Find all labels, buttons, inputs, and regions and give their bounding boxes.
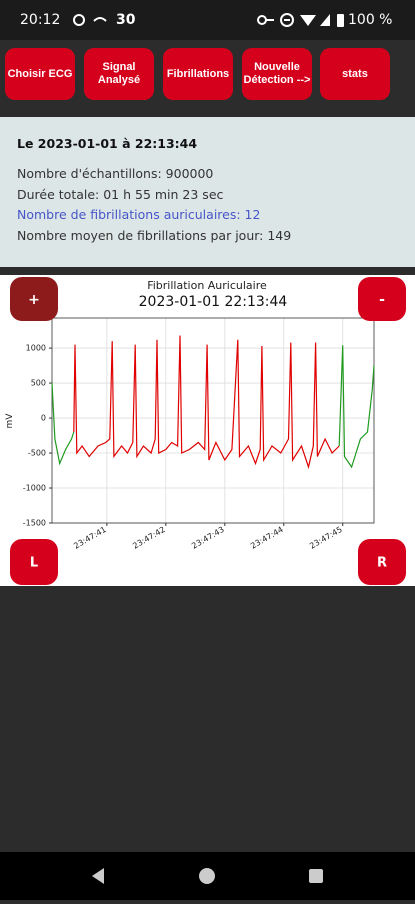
- new-detection-button[interactable]: Nouvelle Détection -->: [242, 48, 312, 100]
- chart-controls: + - L R: [10, 277, 406, 585]
- chart-subtitle: 2023-01-01 22:13:44: [139, 294, 288, 310]
- signal-button[interactable]: Signal Analysé: [84, 48, 154, 100]
- zoom-out-button[interactable]: [358, 277, 406, 321]
- plot-frame: [51, 317, 375, 524]
- info-line: Durée totale: 01 h 55 min 23 sec: [17, 187, 224, 202]
- chart: Fibrillation Auriculaire 2023-01-01 22:1…: [5, 279, 375, 551]
- y-axis-label: mV: [5, 413, 15, 429]
- status-bar: 20:12 30 100 %: [0, 0, 415, 40]
- info-link[interactable]: Nombre de fibrillations auriculaires: 12: [17, 207, 261, 222]
- info-panel: Le 2023-01-01 à 22:13:44 Nombre d'échant…: [0, 117, 415, 267]
- chart-title: Fibrillation Auriculaire: [147, 279, 267, 292]
- nav-icons: [92, 868, 323, 884]
- y-tick-label: 0: [41, 414, 46, 423]
- clock: 20:12: [20, 12, 61, 28]
- right-label: R: [377, 556, 387, 571]
- button-row: Choisir ECG Signal Analysé Fibrillations…: [0, 48, 415, 102]
- back-button[interactable]: [92, 868, 104, 884]
- left-label: L: [30, 556, 38, 571]
- chart-panel: Fibrillation Auriculaire 2023-01-01 22:1…: [0, 275, 415, 586]
- y-tick-label: -1500: [23, 519, 46, 528]
- home-button[interactable]: [199, 868, 215, 884]
- status-icons: [73, 14, 107, 26]
- recents-button[interactable]: [309, 869, 323, 883]
- notification-count: 30: [116, 12, 136, 28]
- system-icons: [257, 13, 344, 27]
- y-tick-label: -1000: [23, 484, 46, 493]
- zoom-in-button[interactable]: [10, 277, 58, 321]
- right-button[interactable]: [358, 539, 406, 585]
- navigation-bar: [0, 852, 415, 900]
- info-title: Le 2023-01-01 à 22:13:44: [17, 136, 198, 151]
- series-line: [51, 345, 375, 469]
- y-tick-label: -500: [28, 449, 46, 458]
- info-line: Nombre moyen de fibrillations par jour: …: [17, 228, 292, 243]
- battery: 100 %: [348, 12, 393, 28]
- zoom-in-label: +: [28, 292, 40, 308]
- series-line: [73, 335, 340, 470]
- left-button[interactable]: [10, 539, 58, 585]
- choose-ecg-button[interactable]: Choisir ECG: [5, 48, 75, 100]
- info-line: Nombre d'échantillons: 900000: [17, 166, 214, 181]
- y-tick-label: 500: [31, 379, 46, 388]
- y-tick-label: 1000: [26, 344, 46, 353]
- zoom-out-label: -: [379, 292, 385, 308]
- fibrillations-button[interactable]: Fibrillations: [163, 48, 233, 100]
- stats-button[interactable]: stats: [320, 48, 390, 100]
